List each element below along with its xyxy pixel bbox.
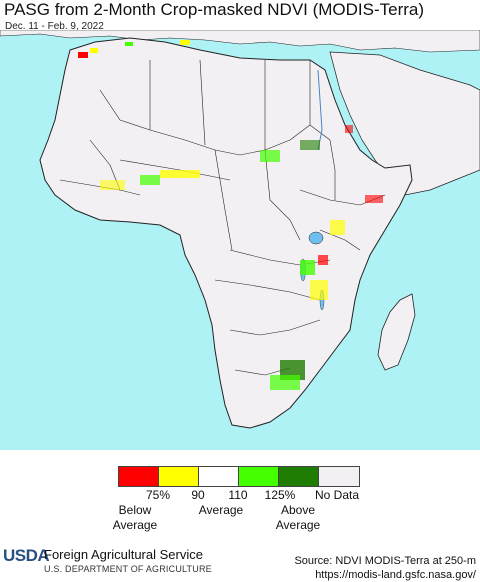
department-name: U.S. DEPARTMENT OF AGRICULTURE <box>44 564 212 574</box>
arabian-peninsula <box>329 51 480 196</box>
date-range: Dec. 11 - Feb. 9, 2022 <box>5 21 104 32</box>
legend-tick-90: 90 <box>191 488 205 502</box>
agency-name: Foreign Agricultural Service <box>44 547 203 562</box>
legend-tick-110: 110 <box>228 488 248 502</box>
legend-tick-75: 75% <box>145 488 171 502</box>
legend-above-average: Above Average <box>275 503 321 532</box>
europe-landmass <box>0 30 480 53</box>
source-credit: Source: NDVI MODIS-Terra at 250-m https:… <box>294 555 476 581</box>
africa-landmass <box>39 37 413 429</box>
ndvi-anomaly-patches <box>78 40 383 390</box>
legend-average: Average <box>198 503 244 517</box>
map-title: PASG from 2-Month Crop-masked NDVI (MODI… <box>4 0 425 19</box>
legend-tick-125: 125% <box>264 488 296 502</box>
legend-swatch-above-125 <box>279 467 319 486</box>
legend-swatch-75-90 <box>159 467 199 486</box>
source-link[interactable]: https://modis-land.gsfc.nasa.gov/ <box>315 569 476 581</box>
africa-map <box>0 30 480 450</box>
country-borders <box>59 59 386 376</box>
legend-swatch-no-data <box>319 467 359 486</box>
legend-swatch-below-75 <box>119 467 159 486</box>
legend-bar <box>118 466 360 487</box>
legend-tick-no-data: No Data <box>314 488 360 502</box>
legend-below-average: Below Average <box>112 503 158 532</box>
legend-swatch-110-125 <box>239 467 279 486</box>
legend-swatch-90-110 <box>199 467 239 486</box>
usda-logo: USDA <box>3 546 50 565</box>
madagascar <box>377 293 416 371</box>
lake-victoria <box>308 231 324 245</box>
